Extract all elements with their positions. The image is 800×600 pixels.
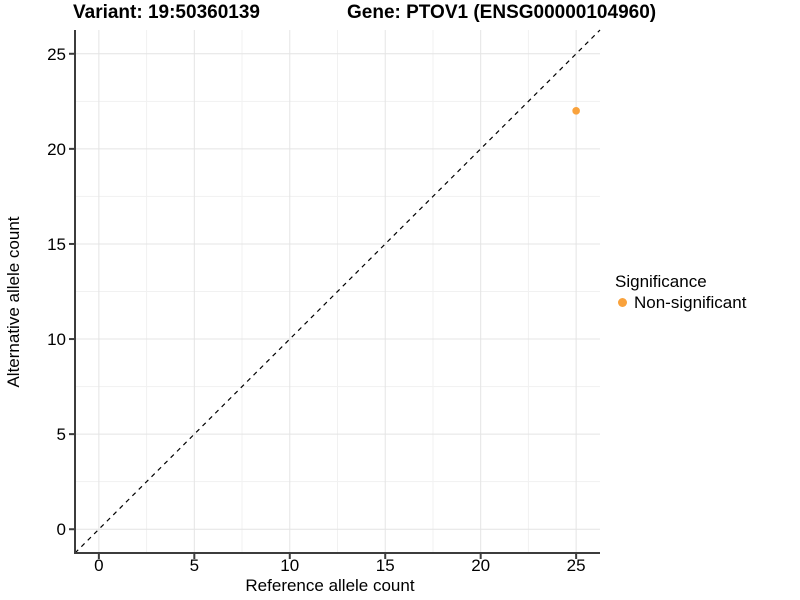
y-tick-label: 25: [47, 45, 66, 64]
point-swatch-icon: [618, 298, 627, 307]
legend-title: Significance: [615, 272, 707, 291]
x-tick-label: 10: [280, 556, 299, 575]
y-axis-label: Alternative allele count: [4, 216, 23, 388]
x-tick-label: 15: [376, 556, 395, 575]
y-tick-label: 10: [47, 330, 66, 349]
legend-item-label: Non-significant: [634, 293, 747, 312]
gene-title: Gene: PTOV1 (ENSG00000104960): [347, 2, 657, 23]
legend: Significance Non-significant: [615, 272, 746, 312]
y-tick-label: 5: [57, 425, 66, 444]
y-tick-label: 15: [47, 235, 66, 254]
x-tick-label: 20: [471, 556, 490, 575]
y-tick-label: 0: [57, 520, 66, 539]
variant-title: Variant: 19:50360139: [73, 2, 260, 23]
x-axis-label: Reference allele count: [245, 576, 415, 595]
x-tick-label: 0: [94, 556, 103, 575]
data-point: [572, 107, 580, 115]
x-tick-label: 5: [190, 556, 199, 575]
y-tick-label: 20: [47, 140, 66, 159]
identity-dashed-line: [74, 29, 601, 554]
x-tick-label: 25: [567, 556, 586, 575]
legend-item: Non-significant: [615, 293, 746, 312]
